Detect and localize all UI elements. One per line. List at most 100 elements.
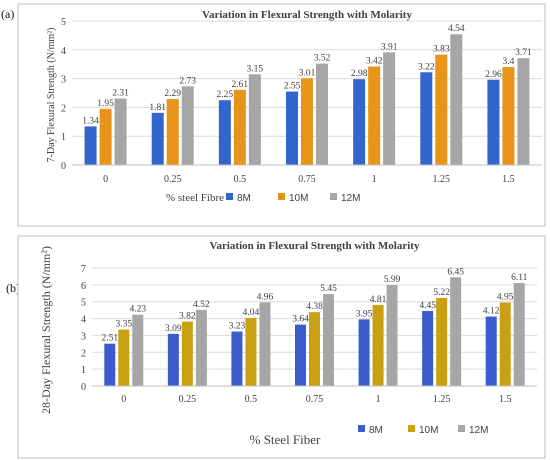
bar-a: [435, 54, 448, 165]
data-label-b: 3.95: [356, 309, 373, 319]
bar-a: [450, 34, 463, 165]
x-tick-label-a: 1.5: [502, 174, 515, 185]
y-tick-label-a: 1: [61, 132, 66, 143]
data-label-a: 3.71: [515, 48, 532, 58]
data-label-a: 3.01: [299, 68, 316, 78]
x-tick-label-a: 0: [103, 174, 108, 185]
bar-b: [513, 283, 525, 386]
bar-a: [84, 126, 97, 165]
y-tick-label-b: 4: [81, 315, 86, 326]
bar-a: [301, 78, 313, 165]
data-label-a: 2.55: [284, 82, 301, 92]
legend-swatch-a: [330, 193, 337, 200]
bar-b: [181, 321, 193, 386]
bar-a: [166, 99, 179, 165]
data-label-a: 1.81: [149, 103, 166, 113]
data-label-a: 2.61: [232, 80, 249, 90]
bar-b: [436, 298, 448, 386]
data-label-a: 3.52: [314, 54, 331, 64]
y-tick-label-b: 3: [81, 331, 86, 342]
bar-b: [323, 294, 334, 386]
bar-a: [99, 108, 112, 165]
data-label-b: 3.64: [292, 315, 309, 325]
x-tick-label-b: 0: [121, 394, 126, 405]
legend-label-a: 12M: [341, 193, 360, 204]
panel-label-a: (a): [1, 7, 15, 21]
bar-a: [286, 91, 298, 165]
y-tick-label-a: 2: [61, 103, 66, 114]
x-axis-label-b: % Steel Fiber: [250, 432, 321, 447]
bar-b: [195, 309, 207, 386]
bar-a: [218, 100, 231, 165]
bar-a: [181, 86, 194, 165]
bar-a: [383, 52, 396, 165]
legend-swatch-a: [278, 193, 285, 200]
bar-b: [259, 302, 271, 386]
data-label-b: 5.99: [384, 275, 401, 285]
bar-b: [118, 329, 130, 386]
data-label-b: 3.82: [179, 312, 196, 322]
x-tick-label-a: 0.5: [234, 174, 247, 185]
y-tick-label-b: 7: [81, 264, 86, 275]
bar-a: [316, 63, 328, 165]
x-axis-label-a: % steel Fibre: [166, 192, 224, 204]
bar-a: [248, 74, 261, 165]
bar-b: [386, 285, 398, 386]
legend-label-b: 10M: [419, 425, 438, 436]
data-label-b: 4.52: [193, 300, 210, 310]
data-label-b: 3.23: [229, 322, 246, 332]
data-label-a: 2.73: [179, 76, 196, 86]
data-label-a: 1.95: [97, 99, 114, 109]
bar-a: [114, 98, 127, 165]
bar-b: [231, 331, 243, 386]
chart-title-b: Variation in Flexural Strength with Mola…: [210, 240, 420, 252]
data-label-b: 3.09: [165, 324, 182, 334]
x-tick-label-b: 1: [376, 394, 381, 405]
bar-a: [420, 72, 433, 165]
legend-label-b: 8M: [369, 425, 383, 436]
legend-swatch-b: [408, 425, 415, 432]
data-label-b: 4.81: [370, 295, 387, 305]
bar-b: [245, 317, 257, 386]
bar-b: [167, 333, 179, 386]
panel-label-b: (b): [6, 281, 20, 295]
legend-swatch-b: [358, 425, 365, 432]
chart-title-a: Variation in Flexural Strength with Mola…: [202, 9, 412, 21]
legend-label-a: 10M: [289, 193, 308, 204]
data-label-b: 4.23: [129, 305, 146, 315]
y-tick-label-b: 1: [81, 365, 86, 376]
data-label-a: 2.98: [351, 69, 368, 79]
x-tick-label-b: 0.75: [306, 394, 324, 405]
y-tick-label-b: 5: [81, 298, 86, 309]
bar-b: [372, 304, 384, 386]
data-label-b: 4.38: [306, 302, 323, 312]
x-tick-label-b: 0.25: [179, 394, 197, 405]
chart-frame-b: [17, 235, 546, 459]
data-label-b: 6.11: [511, 273, 528, 283]
y-tick-label-b: 6: [81, 281, 86, 292]
bar-b: [358, 319, 370, 386]
y-tick-label-b: 0: [81, 382, 86, 393]
x-tick-label-b: 0.5: [245, 394, 258, 405]
data-label-b: 4.95: [497, 293, 514, 303]
data-label-a: 3.42: [366, 57, 383, 67]
data-label-b: 2.51: [101, 334, 118, 344]
x-tick-label-a: 0.75: [298, 174, 316, 185]
bar-a: [502, 67, 515, 165]
bar-b: [422, 310, 434, 386]
data-label-a: 3.83: [433, 45, 450, 55]
data-label-b: 4.04: [243, 308, 260, 318]
y-axis-label-a: 7-Day Flexural Strength (N/mm²): [46, 28, 57, 163]
legend-label-a: 8M: [237, 193, 251, 204]
data-label-b: 6.45: [447, 267, 464, 277]
data-label-b: 4.12: [483, 307, 500, 317]
y-tick-label-a: 4: [61, 46, 66, 57]
data-label-a: 2.25: [217, 90, 234, 100]
bar-b: [309, 312, 320, 386]
legend-label-b: 12M: [469, 425, 488, 436]
bar-a: [233, 89, 246, 165]
bar-a: [151, 112, 164, 165]
bar-a: [517, 58, 530, 165]
legend-swatch-b: [458, 425, 465, 432]
